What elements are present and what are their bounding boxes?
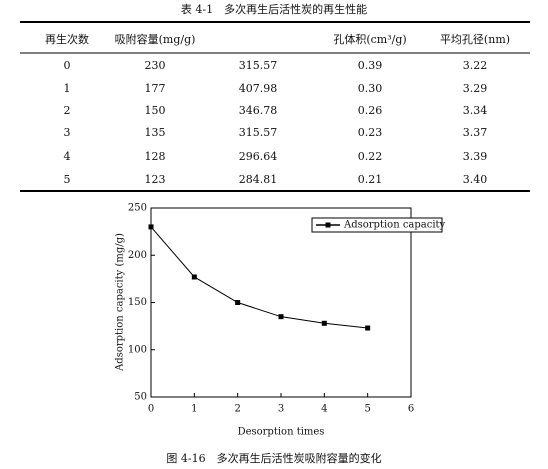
table-cell: 4 xyxy=(64,150,71,163)
y-tick-label: 150 xyxy=(128,297,147,308)
data-point xyxy=(235,300,241,305)
data-point xyxy=(278,314,284,320)
y-tick-label: 250 xyxy=(128,203,147,214)
table-cell: 135 xyxy=(145,126,166,139)
table-cell: 407.98 xyxy=(239,82,278,95)
table-cell: 0.21 xyxy=(358,173,383,186)
table-header: 平均孔径(nm) xyxy=(440,33,510,46)
table-cell: 3.40 xyxy=(463,173,488,186)
table-header: 孔体积(cm³/g) xyxy=(333,32,406,46)
table-cell: 123 xyxy=(145,173,166,186)
x-tick-label: 6 xyxy=(408,404,414,415)
table-cell: 0.23 xyxy=(358,126,383,139)
table-cell: 315.57 xyxy=(239,59,278,72)
data-point xyxy=(148,224,154,230)
y-tick-label: 100 xyxy=(128,344,147,355)
x-tick-label: 0 xyxy=(148,404,154,415)
table-cell: 296.64 xyxy=(239,150,278,163)
table-cell: 177 xyxy=(145,82,166,95)
table-cell: 346.78 xyxy=(239,104,278,117)
legend-marker xyxy=(325,222,331,228)
legend-label: Adsorption capacity xyxy=(343,220,446,231)
figure-caption: 图 4-16 多次再生后活性炭吸附容量的变化 xyxy=(166,451,381,465)
table-cell: 0.22 xyxy=(358,150,383,163)
table-cell: 0.39 xyxy=(358,59,383,72)
x-axis-label: Desorption times xyxy=(238,427,325,438)
data-line xyxy=(150,226,368,329)
table-cell: 0.26 xyxy=(358,104,383,117)
x-tick-label: 1 xyxy=(191,404,197,415)
data-point xyxy=(365,325,371,331)
table-cell: 0.30 xyxy=(358,82,383,95)
table-cell: 230 xyxy=(145,59,166,72)
legend-box xyxy=(311,217,443,233)
data-point xyxy=(321,320,327,326)
table-cell: 3.39 xyxy=(463,150,488,163)
table-caption: 表 4-1 多次再生后活性炭的再生性能 xyxy=(181,2,367,16)
plot-frame xyxy=(150,207,412,398)
x-tick-label: 5 xyxy=(364,404,370,415)
table-cell: 284.81 xyxy=(239,173,278,186)
table-cell: 315.57 xyxy=(239,126,278,139)
table-cell: 2 xyxy=(64,104,71,117)
y-tick-label: 200 xyxy=(128,250,147,261)
x-tick-label: 4 xyxy=(321,404,327,415)
data-point xyxy=(191,274,197,280)
x-tick-label: 3 xyxy=(278,404,284,415)
table-cell: 3.34 xyxy=(463,104,488,117)
table-cell: 150 xyxy=(145,104,166,117)
table-cell: 128 xyxy=(145,150,166,163)
table-cell: 3.22 xyxy=(463,59,488,72)
x-tick-label: 2 xyxy=(234,404,240,415)
table-cell: 3 xyxy=(64,126,71,139)
table-cell: 1 xyxy=(64,82,71,95)
table-cell: 0 xyxy=(64,59,71,72)
table-cell: 3.29 xyxy=(463,82,488,95)
table-header: 吸附容量(mg/g) xyxy=(115,32,196,46)
table-cell: 5 xyxy=(64,173,71,186)
table-header: 再生次数 xyxy=(45,32,89,46)
y-tick-label: 50 xyxy=(134,392,147,403)
y-axis-label: Adsorption capacity (mg/g) xyxy=(115,233,126,372)
table-cell: 3.37 xyxy=(463,126,488,139)
